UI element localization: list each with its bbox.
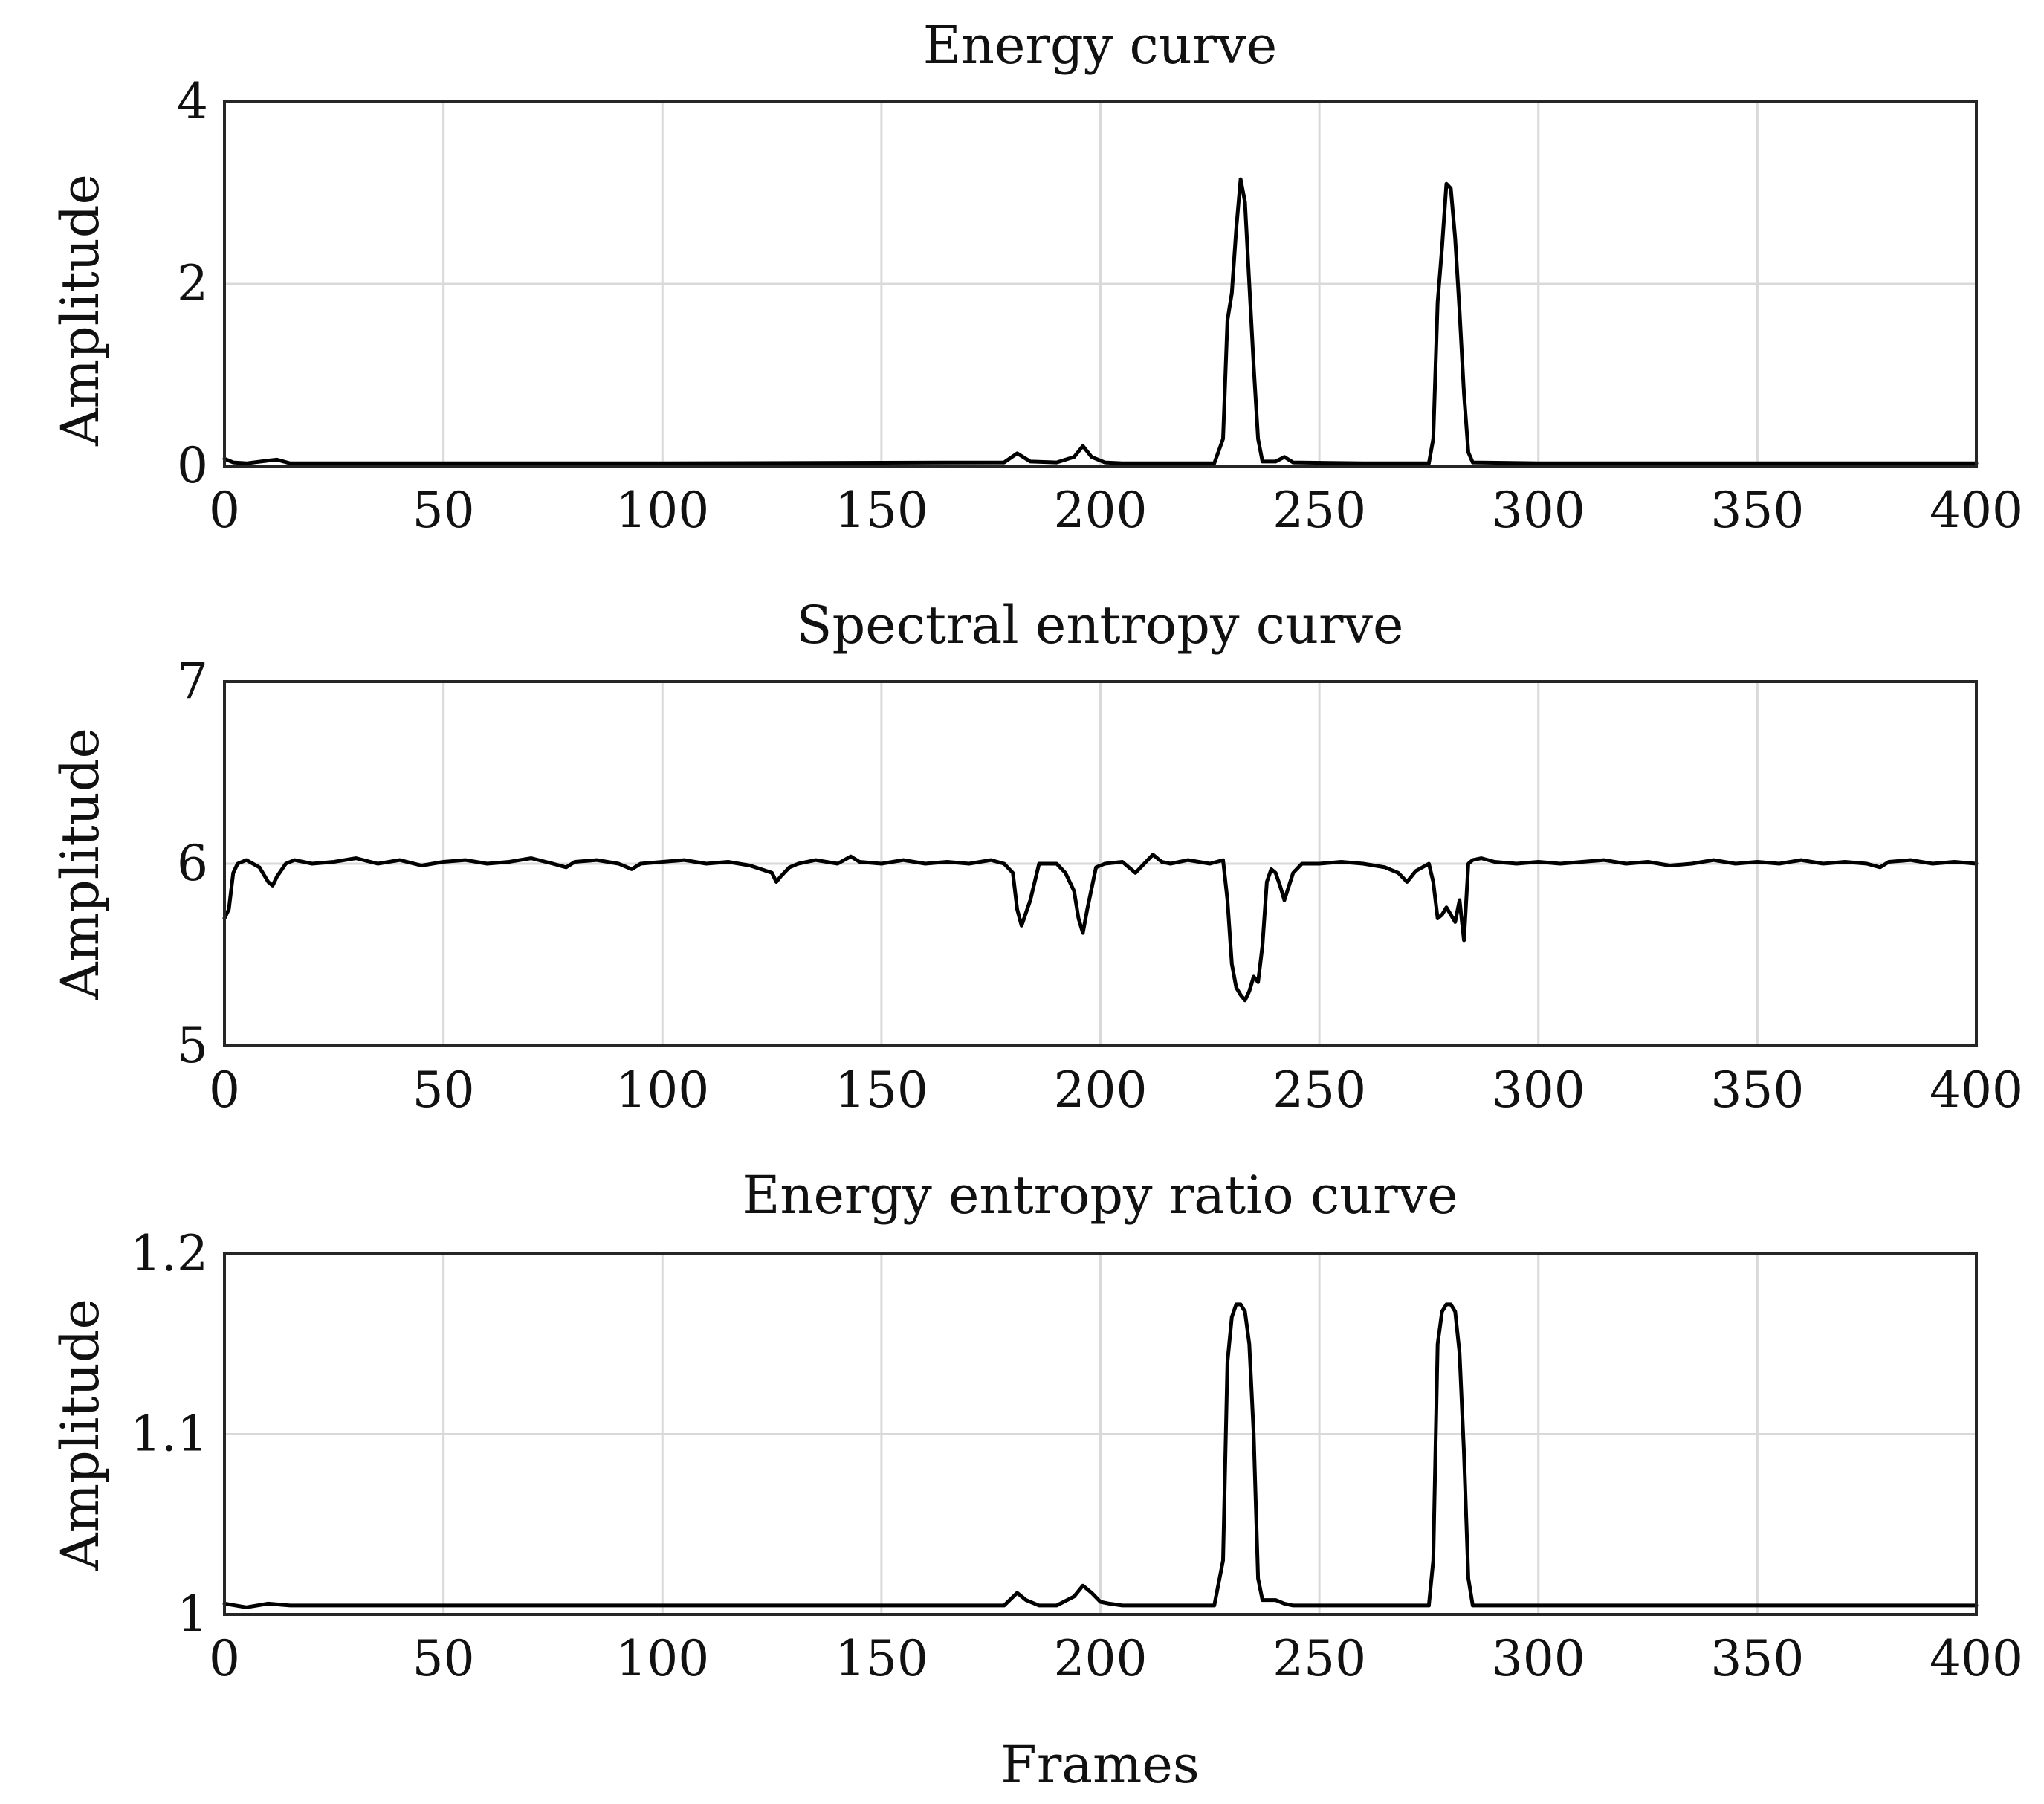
spectral-entropy-y-tick-label: 6 xyxy=(177,835,208,892)
energy-x-tick-label: 100 xyxy=(615,482,709,539)
spectral-entropy-x-tick-label: 400 xyxy=(1930,1061,2023,1119)
energy-plot-frame xyxy=(223,100,1978,468)
energy-y-tick-label: 2 xyxy=(177,255,208,312)
spectral-entropy-y-label: Amplitude xyxy=(50,728,111,1000)
spectral-entropy-x-tick-label: 50 xyxy=(413,1061,475,1119)
spectral-entropy-y-tick-label: 5 xyxy=(177,1017,208,1074)
spectral-entropy-x-tick-label: 300 xyxy=(1492,1061,1585,1119)
energy-x-tick-label: 0 xyxy=(209,482,240,539)
energy-x-tick-label: 250 xyxy=(1272,482,1366,539)
energy-x-tick-label: 350 xyxy=(1710,482,1804,539)
energy-x-tick-label: 200 xyxy=(1054,482,1148,539)
energy-entropy-ratio-plot-frame xyxy=(223,1252,1978,1616)
energy-entropy-ratio-x-tick-label: 250 xyxy=(1272,1630,1366,1687)
spectral-entropy-plot-frame xyxy=(223,680,1978,1047)
spectral-entropy-x-tick-label: 350 xyxy=(1710,1061,1804,1119)
energy-x-tick-label: 400 xyxy=(1930,482,2023,539)
energy-series-line xyxy=(222,177,1979,465)
energy-y-tick-label: 0 xyxy=(177,437,208,494)
energy-entropy-ratio-x-tick-label: 350 xyxy=(1710,1630,1804,1687)
energy-entropy-ratio-series-line xyxy=(222,1302,1979,1609)
energy-entropy-ratio-x-tick-label: 300 xyxy=(1492,1630,1585,1687)
energy-entropy-ratio-y-label: Amplitude xyxy=(50,1299,111,1571)
energy-entropy-ratio-x-tick-label: 50 xyxy=(413,1630,475,1687)
energy-panel: Energy curve Amplitude 0 50 100 150 200 250 30… xyxy=(50,15,2023,539)
energy-x-tick-label: 50 xyxy=(413,482,475,539)
spectral-entropy-x-tick-label: 250 xyxy=(1272,1061,1366,1119)
energy-entropy-ratio-y-tick-label: 1 xyxy=(177,1585,208,1643)
energy-entropy-ratio-x-tick-label: 0 xyxy=(209,1630,240,1687)
energy-x-tick-label: 150 xyxy=(835,482,928,539)
energy-entropy-ratio-title: Energy entropy ratio curve xyxy=(742,1165,1458,1226)
energy-entropy-ratio-panel: Energy entropy ratio curve Amplitude 0 50… xyxy=(50,1165,2023,1795)
energy-entropy-ratio-x-tick-label: 150 xyxy=(835,1630,928,1687)
energy-y-tick-label: 4 xyxy=(177,73,208,130)
energy-entropy-ratio-x-tick-label: 100 xyxy=(615,1630,709,1687)
spectral-entropy-title: Spectral entropy curve xyxy=(797,595,1404,656)
spectral-entropy-x-tick-label: 100 xyxy=(615,1061,709,1119)
spectral-entropy-y-tick-label: 7 xyxy=(177,653,208,710)
energy-entropy-ratio-y-tick-label: 1.1 xyxy=(130,1406,208,1463)
energy-title: Energy curve xyxy=(923,15,1277,76)
energy-entropy-ratio-x-tick-label: 200 xyxy=(1054,1630,1148,1687)
spectral-entropy-panel: Spectral entropy curve Amplitude 0 50 100 1… xyxy=(50,595,2023,1119)
energy-entropy-ratio-x-tick-label: 400 xyxy=(1930,1630,2023,1687)
energy-entropy-ratio-y-tick-label: 1.2 xyxy=(130,1225,208,1282)
spectral-entropy-x-tick-label: 150 xyxy=(835,1061,928,1119)
spectral-entropy-x-tick-label: 200 xyxy=(1054,1061,1148,1119)
spectral-entropy-series-line xyxy=(222,853,1979,1003)
frames-x-label: Frames xyxy=(1000,1734,1200,1795)
energy-x-tick-label: 300 xyxy=(1492,482,1585,539)
energy-y-label: Amplitude xyxy=(50,174,111,447)
spectral-entropy-x-tick-label: 0 xyxy=(209,1061,240,1119)
